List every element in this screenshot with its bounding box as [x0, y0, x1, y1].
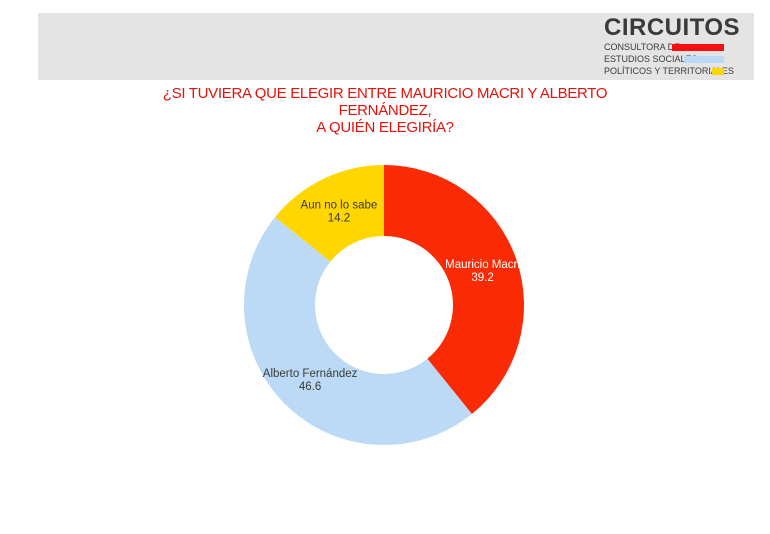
chart-title-line-1: ¿SI TUVIERA QUE ELEGIR ENTRE MAURICIO MA…	[162, 85, 608, 119]
logo-bar-yellow	[712, 68, 724, 75]
slice-label-1: Mauricio Macri	[445, 259, 520, 271]
logo-line-3: POLÍTICOS Y TERRITORIALES	[604, 66, 734, 76]
chart-title-line-2: A QUIÉN ELEGIRÍA?	[316, 119, 454, 136]
slice-value-2: 46.6	[299, 381, 321, 393]
slice-value-3: 14.2	[328, 213, 350, 225]
header-band	[38, 13, 754, 80]
donut-slice-2	[244, 217, 472, 445]
logo-bar-red	[672, 44, 724, 51]
donut-slice-3	[275, 165, 384, 262]
logo-title: CIRCUITOS	[604, 14, 741, 41]
logo-line-2: ESTUDIOS SOCIALES,	[604, 54, 701, 64]
logo-line-1: CONSULTORA DE	[604, 42, 681, 52]
slice-label-2: Alberto Fernández	[263, 368, 358, 380]
chart-title: ¿SI TUVIERA QUE ELEGIR ENTRE MAURICIO MA…	[130, 85, 640, 136]
logo-bar-blue	[684, 56, 724, 63]
slice-label-3: Aun no lo sabe	[301, 200, 378, 212]
circuitos-logo: CIRCUITOS CONSULTORA DE ESTUDIOS SOCIALE…	[604, 14, 754, 78]
donut-slice-1	[384, 165, 524, 414]
slice-value-1: 39.2	[471, 272, 493, 284]
